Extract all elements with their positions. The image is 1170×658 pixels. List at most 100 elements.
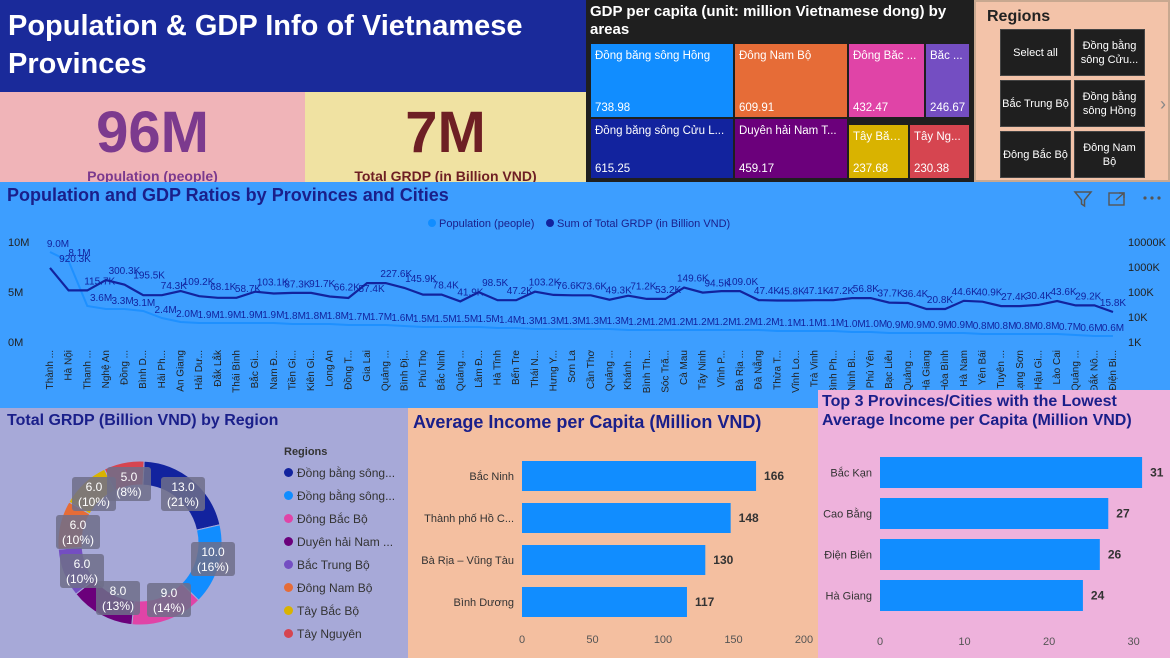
x-category-label: Cần Thơ	[585, 350, 597, 390]
population-data-label: 1.2M	[693, 317, 715, 328]
treemap-cell-name: Bắc ...	[930, 50, 963, 62]
legend-dot	[284, 560, 293, 569]
bar[interactable]	[880, 580, 1083, 611]
legend-dot	[284, 606, 293, 615]
donut-percent-label: (16%)	[197, 560, 229, 574]
bar[interactable]	[522, 461, 757, 491]
bar[interactable]	[522, 587, 687, 617]
slicer-southeast[interactable]: Đông Nam Bộ	[1074, 131, 1145, 178]
income-bar-chart: Bắc Ninh 166 Thành phố Hồ C... 148 Bà Rịa – …	[421, 461, 813, 646]
population-data-label: 0.8M	[994, 321, 1016, 332]
x-category-label: Quảng ...	[455, 350, 466, 391]
donut-title: Total GRDP (Billion VND) by Region	[7, 412, 279, 429]
x-category-label: Cà Mau	[679, 350, 690, 385]
slicer-mekong-delta[interactable]: Đồng bằng sông Cửu...	[1074, 29, 1145, 76]
grdp-data-label: 27.4K	[1001, 292, 1027, 303]
donut-legend-item[interactable]: Tây Bắc Bộ	[284, 604, 359, 618]
x-category-label: Đồng T...	[342, 350, 354, 390]
x-category-label: Hà Nội	[64, 350, 75, 381]
donut-label-bg	[191, 542, 235, 576]
grdp-data-label: 47.1K	[803, 286, 829, 297]
grdp-data-label: 68.1K	[210, 282, 236, 293]
x-category-label: Vĩnh P...	[716, 350, 727, 387]
population-data-label: 0.6M	[1080, 323, 1102, 334]
x-tick-label: 30	[1128, 636, 1140, 648]
treemap-cell[interactable]: Duyên hải Nam T... 459.17	[735, 119, 847, 178]
legend-label: Đông Bắc Bộ	[297, 512, 368, 526]
legend-dot	[284, 537, 293, 546]
population-data-label: 1.6M	[391, 313, 413, 324]
donut-legend-item[interactable]: Đông Nam Bộ	[284, 581, 372, 595]
focus-mode-icon[interactable]	[1107, 190, 1127, 213]
x-category-label: Quảng ...	[903, 350, 914, 391]
x-tick-label: 200	[795, 634, 813, 646]
population-data-label: 0.9M	[951, 320, 973, 331]
x-category-label: Bạc Liêu	[884, 350, 895, 389]
legend-label: Đồng bằng sông...	[297, 489, 396, 503]
donut-value-label: 5.0	[121, 470, 138, 484]
grdp-data-label: 98.5K	[482, 278, 508, 289]
donut-value-label: 9.0	[161, 586, 178, 600]
bar[interactable]	[880, 539, 1100, 570]
treemap-cell[interactable]: Bắc ... 246.67	[926, 44, 969, 117]
donut-legend-item[interactable]: Duyên hải Nam ...	[284, 535, 393, 549]
population-card: 96M Population (people)	[0, 92, 305, 182]
population-data-label: 1.5M	[477, 314, 499, 325]
grdp-data-label: 71.2K	[630, 282, 656, 293]
bar[interactable]	[880, 498, 1109, 529]
population-data-label: 1.9M	[262, 310, 284, 321]
treemap-title: GDP per capita (unit: million Vietnamese…	[590, 3, 947, 38]
chevron-right-icon[interactable]: ›	[1160, 94, 1166, 114]
bar[interactable]	[880, 457, 1143, 488]
population-data-label: 2.0M	[176, 309, 198, 320]
bar[interactable]	[522, 545, 706, 575]
slicer-northeast[interactable]: Đông Bắc Bộ	[1000, 131, 1071, 178]
population-data-label: 1.5M	[456, 314, 478, 325]
slicer-select-all[interactable]: Select all	[1000, 29, 1071, 76]
population-data-label: 1.3M	[585, 316, 607, 327]
x-tick-label: 20	[1043, 636, 1055, 648]
more-options-icon[interactable]	[1141, 188, 1163, 211]
x-category-label: Đắk Nô...	[1087, 350, 1100, 392]
treemap-cell[interactable]: Đông Bắc ... 432.47	[849, 44, 924, 117]
donut-legend-item[interactable]: Đồng bằng sông...	[284, 466, 395, 480]
slicer-north-central[interactable]: Bắc Trung Bộ	[1000, 80, 1071, 127]
donut-panel: Total GRDP (Billion VND) by Region 13.0(…	[0, 408, 408, 658]
population-data-label: 1.1M	[822, 318, 844, 329]
x-category-label: Bình Th...	[642, 350, 653, 393]
donut-legend-item[interactable]: Tây Nguyên	[284, 627, 362, 641]
treemap-cell[interactable]: Tây Ng... 230.38	[910, 125, 969, 178]
donut-legend-item[interactable]: Đông Bắc Bộ	[284, 512, 368, 526]
grdp-data-label: 109.0K	[726, 277, 758, 288]
bar-category-label: Điện Biên	[824, 550, 872, 562]
donut-legend-title: Regions	[284, 446, 328, 458]
grdp-card: 7M Total GRDP (in Billion VND)	[305, 92, 586, 182]
grdp-data-label: 43.6K	[1051, 287, 1077, 298]
grdp-data-label: 300.3K	[109, 266, 141, 277]
legend-dot	[284, 468, 293, 477]
grdp-line	[49, 267, 1114, 314]
legend-label: Duyên hải Nam ...	[297, 535, 394, 549]
grdp-data-label: 49.3K	[606, 286, 632, 297]
treemap-cell[interactable]: Đồng bằng sông Hồng 738.98	[591, 44, 733, 117]
combo-chart: Population (people) Sum of Total GRDP (in…	[8, 218, 1167, 394]
x-category-label: Thừa T...	[772, 350, 783, 390]
grdp-data-label: 47.4K	[754, 286, 780, 297]
treemap-cell-value: 459.17	[739, 163, 775, 175]
legend-dot	[284, 491, 293, 500]
filter-icon[interactable]	[1073, 190, 1093, 213]
bar-category-label: Bắc Kạn	[830, 467, 872, 480]
treemap-cell[interactable]: Đông Nam Bộ 609.91	[735, 44, 847, 117]
bar-value-label: 166	[764, 469, 784, 483]
treemap-cell[interactable]: Đồng bằng sông Cửu L... 615.25	[591, 119, 733, 178]
population-data-label: 8.1M	[68, 248, 90, 259]
slicer-red-river-delta[interactable]: Đồng bằng sông Hồng	[1074, 80, 1145, 127]
bar-category-label: Bà Rịa – Vũng Tàu	[421, 555, 514, 567]
donut-legend-item[interactable]: Bắc Trung Bộ	[284, 558, 370, 572]
treemap-cell[interactable]: Tây Bắc ... 237.68	[849, 125, 908, 178]
donut-legend-item[interactable]: Đồng bằng sông...	[284, 489, 395, 503]
x-category-label: Bắc Ninh	[435, 350, 448, 391]
bar[interactable]	[522, 503, 731, 533]
x-category-label: Bình Đị...	[399, 350, 410, 391]
x-category-label: Hà Nam	[959, 350, 970, 387]
